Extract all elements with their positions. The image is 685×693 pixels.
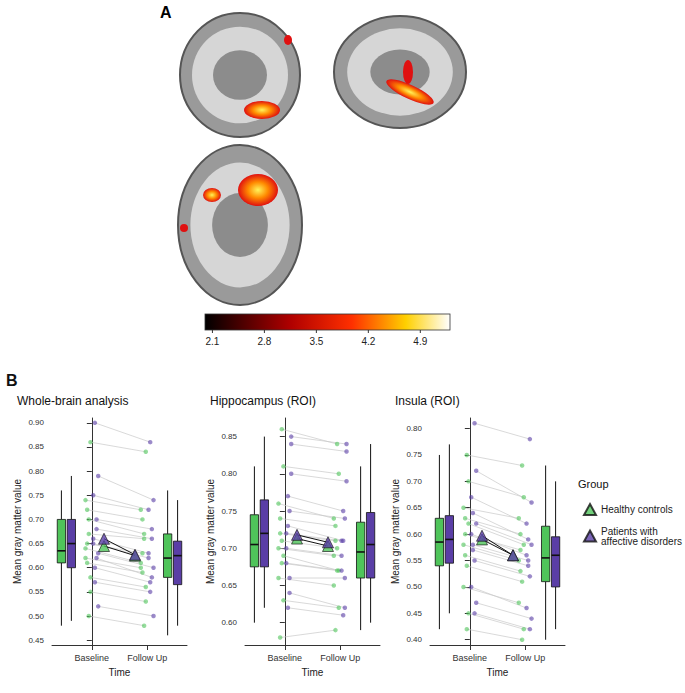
svg-text:0.70: 0.70: [221, 544, 237, 553]
svg-text:Mean gray matter value: Mean gray matter value: [12, 479, 23, 584]
svg-text:0.80: 0.80: [221, 469, 237, 478]
svg-text:0.45: 0.45: [406, 609, 422, 618]
svg-text:Mean gray matter value: Mean gray matter value: [205, 479, 216, 584]
svg-text:0.65: 0.65: [221, 581, 237, 590]
svg-text:0.60: 0.60: [28, 563, 44, 572]
svg-text:2.1: 2.1: [205, 336, 219, 347]
svg-text:Time: Time: [109, 667, 131, 678]
svg-text:4.9: 4.9: [413, 336, 427, 347]
svg-text:0.45: 0.45: [28, 636, 44, 645]
svg-text:Mean gray matter value: Mean gray matter value: [390, 479, 401, 584]
svg-text:3.5: 3.5: [309, 336, 323, 347]
svg-text:0.75: 0.75: [28, 491, 44, 500]
svg-text:0.85: 0.85: [221, 432, 237, 441]
svg-text:Whole-brain analysis: Whole-brain analysis: [17, 394, 128, 408]
svg-text:0.60: 0.60: [406, 530, 422, 539]
svg-text:0.90: 0.90: [28, 418, 44, 427]
svg-text:2.8: 2.8: [257, 336, 271, 347]
svg-text:0.50: 0.50: [406, 582, 422, 591]
svg-text:Healthy controls: Healthy controls: [601, 504, 673, 515]
svg-text:Baseline: Baseline: [75, 653, 110, 663]
svg-text:Follow Up: Follow Up: [505, 653, 545, 663]
svg-text:0.50: 0.50: [28, 612, 44, 621]
svg-text:0.75: 0.75: [406, 450, 422, 459]
svg-text:Patients with: Patients with: [601, 525, 661, 537]
svg-text:Hippocampus (ROI): Hippocampus (ROI): [210, 394, 316, 408]
svg-text:B: B: [6, 372, 18, 389]
svg-text:0.80: 0.80: [406, 424, 422, 433]
svg-text:Time: Time: [487, 667, 509, 678]
svg-text:Follow Up: Follow Up: [320, 653, 360, 663]
svg-text:Group: Group: [578, 478, 609, 490]
svg-text:0.40: 0.40: [406, 635, 422, 644]
svg-text:Time: Time: [302, 667, 324, 678]
svg-text:0.55: 0.55: [406, 556, 422, 565]
svg-text:0.55: 0.55: [28, 587, 44, 596]
svg-text:0.70: 0.70: [406, 477, 422, 486]
svg-text:0.60: 0.60: [221, 618, 237, 627]
svg-text:A: A: [160, 4, 172, 21]
svg-text:Baseline: Baseline: [453, 653, 488, 663]
svg-text:Insula (ROI): Insula (ROI): [395, 394, 460, 408]
svg-text:4.2: 4.2: [361, 336, 375, 347]
svg-text:0.65: 0.65: [406, 503, 422, 512]
svg-text:0.65: 0.65: [28, 539, 44, 548]
svg-text:0.75: 0.75: [221, 507, 237, 516]
svg-text:0.80: 0.80: [28, 467, 44, 476]
svg-text:0.85: 0.85: [28, 442, 44, 451]
svg-text:Baseline: Baseline: [268, 653, 303, 663]
svg-text:Follow Up: Follow Up: [127, 653, 167, 663]
svg-text:affective disorders: affective disorders: [601, 536, 682, 547]
svg-text:0.70: 0.70: [28, 515, 44, 524]
